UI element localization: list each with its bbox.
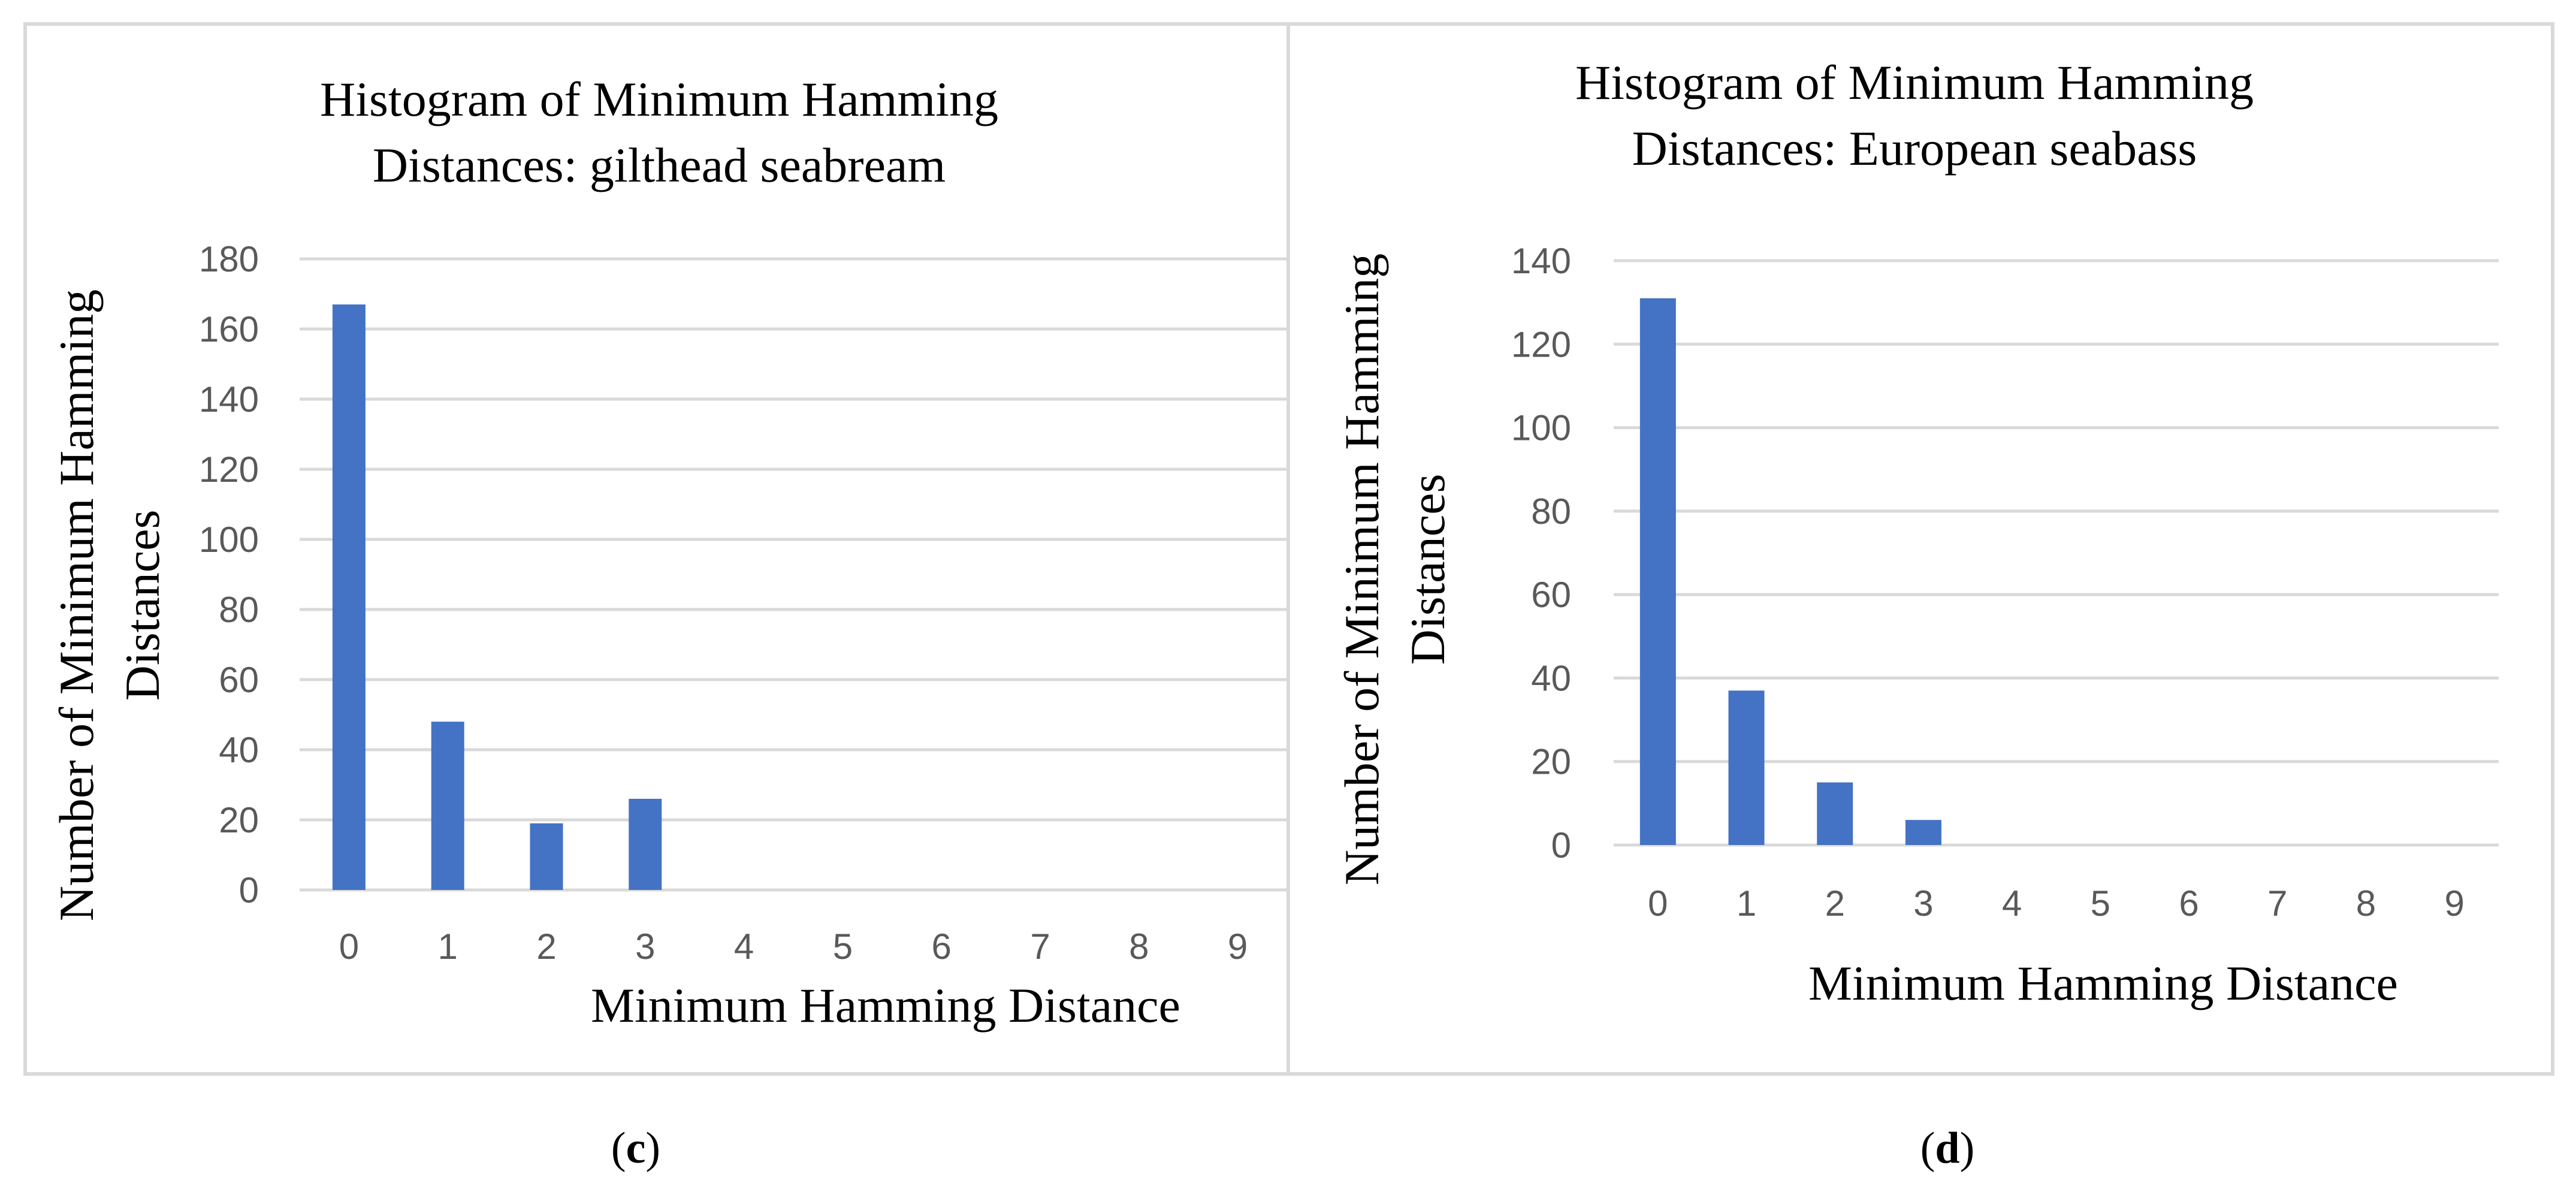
panel-letter-d: d: [1935, 1124, 1959, 1173]
y-tick-label: 80: [219, 590, 259, 630]
y-tick-label: 160: [199, 309, 259, 349]
x-tick-label: 5: [2091, 883, 2110, 924]
y-tick-label: 140: [1511, 241, 1571, 281]
chart-title-line-2: Distances: European seabass: [1632, 121, 2197, 176]
y-tick-label: 20: [1531, 742, 1571, 782]
y-tick-label: 0: [1551, 825, 1571, 865]
x-tick-label: 7: [1030, 927, 1050, 967]
x-tick-label: 3: [1913, 883, 1933, 924]
chart-title-line-2: Distances: gilthead seabream: [373, 138, 946, 192]
bar: [1728, 690, 1765, 845]
x-tick-label: 0: [1648, 883, 1668, 924]
y-axis-label-line-1: Number of Minimum Hamming: [1334, 254, 1389, 886]
chart-title-line-1: Histogram of Minimum Hamming: [320, 72, 998, 126]
x-tick-label: 2: [536, 927, 556, 967]
y-tick-label: 0: [239, 870, 259, 910]
x-tick-label: 9: [1228, 927, 1248, 967]
y-tick-label: 100: [199, 520, 259, 560]
y-tick-label: 40: [1531, 658, 1571, 698]
y-tick-label: 60: [219, 660, 259, 700]
y-axis-label-line-1: Number of Minimum Hamming: [49, 289, 104, 922]
bar: [1817, 782, 1853, 845]
x-axis-label: Minimum Hamming Distance: [591, 978, 1180, 1033]
y-tick-label: 120: [1511, 324, 1571, 364]
panel-label-c: (c): [611, 1124, 660, 1173]
bar: [1905, 820, 1941, 845]
y-tick-label: 140: [199, 379, 259, 420]
x-tick-label: 9: [2444, 883, 2464, 924]
y-tick-label: 120: [199, 449, 259, 490]
x-tick-label: 6: [2179, 883, 2198, 924]
x-tick-label: 6: [932, 927, 952, 967]
x-tick-label: 5: [833, 927, 853, 967]
x-tick-label: 8: [1129, 927, 1149, 967]
bar: [431, 722, 464, 890]
y-tick-label: 40: [219, 730, 259, 770]
x-tick-label: 0: [339, 927, 359, 967]
x-tick-label: 1: [1737, 883, 1756, 924]
chart-panel-c: Histogram of Minimum Hamming Distances: …: [49, 72, 1287, 1173]
y-tick-label: 180: [199, 239, 259, 279]
bar: [530, 823, 563, 890]
chart-title-line-1: Histogram of Minimum Hamming: [1575, 55, 2254, 110]
x-tick-label: 4: [734, 927, 754, 967]
x-tick-label: 4: [2002, 883, 2022, 924]
bar: [629, 798, 662, 890]
y-tick-label: 60: [1531, 575, 1571, 615]
x-tick-label: 8: [2356, 883, 2376, 924]
plot-area: 0 20 40 60 80 100 120 140 0 1 2 3 4 5 6 7 8 9: [1511, 241, 2499, 924]
y-axis-label-line-2: Distances: [115, 510, 170, 701]
bar: [332, 304, 366, 890]
x-tick-label: 1: [438, 927, 458, 967]
x-axis-label: Minimum Hamming Distance: [1808, 956, 2398, 1010]
x-tick-label: 3: [635, 927, 655, 967]
y-tick-label: 80: [1531, 491, 1571, 532]
panel-label-d: (d): [1920, 1124, 1974, 1173]
bar: [1639, 298, 1676, 845]
plot-area: 0 20 40 60 80 100 120 140 160 180 0 1 2 3 4 5 6 7 8 9: [199, 239, 1287, 967]
y-tick-label: 100: [1511, 408, 1571, 448]
x-tick-label: 2: [1825, 883, 1845, 924]
y-axis-label-line-2: Distances: [1400, 474, 1455, 665]
chart-panel-d: Histogram of Minimum Hamming Distances: …: [1334, 55, 2499, 1173]
panel-letter-c: c: [626, 1124, 646, 1173]
x-tick-label: 7: [2267, 883, 2287, 924]
y-tick-label: 20: [219, 800, 259, 840]
